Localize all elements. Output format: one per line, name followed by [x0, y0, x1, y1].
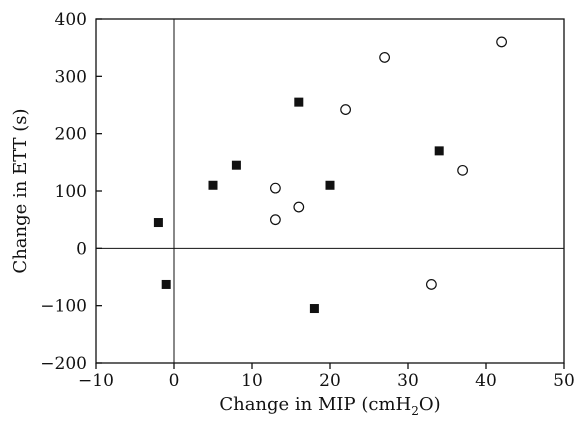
plot-frame [95, 18, 565, 364]
y-tick-label: 300 [55, 67, 87, 87]
open-circle-point [270, 214, 281, 226]
x-axis-title: Change in MIP (cmH2O) [219, 394, 440, 418]
open-circle-point [379, 52, 391, 63]
y-axis: −200 −100 0 100 200 300 400 [40, 10, 102, 374]
open-circle-point [457, 164, 469, 176]
x-tick-label: 30 [397, 371, 419, 391]
filled-square-point [294, 97, 304, 107]
filled-square-point [208, 180, 218, 190]
open-circle-point [340, 104, 352, 115]
x-tick-label: 40 [475, 371, 497, 391]
x-tick-label: 10 [241, 371, 263, 391]
x-tick-label: −10 [78, 371, 114, 391]
filled-square-point [434, 146, 444, 156]
open-circle-point [293, 201, 305, 213]
reference-lines [96, 19, 564, 363]
filled-square-point [231, 160, 241, 170]
y-tick-label: −100 [40, 297, 87, 317]
open-circle-point [426, 279, 437, 290]
x-tick-label: 20 [319, 371, 341, 391]
y-tick-label: −200 [40, 354, 87, 374]
filled-square-point [309, 304, 319, 314]
x-tick-label: 50 [553, 371, 575, 391]
y-axis-title: Change in ETT (s) [10, 108, 31, 273]
y-tick-label: 100 [55, 182, 87, 202]
y-tick-label: 200 [55, 125, 87, 145]
filled-square-point [325, 180, 335, 190]
data-points [153, 36, 508, 314]
filled-square-point [161, 279, 171, 289]
x-axis: −10 0 10 20 30 40 50 [78, 363, 575, 391]
x-axis-title-subscript: 2 [411, 404, 419, 418]
x-tick-label: 0 [169, 371, 180, 391]
open-circle-point [496, 36, 508, 48]
filled-square-point [153, 218, 163, 228]
open-circle-point [270, 182, 281, 194]
y-tick-label: 0 [76, 239, 87, 259]
y-tick-label: 400 [55, 10, 87, 30]
